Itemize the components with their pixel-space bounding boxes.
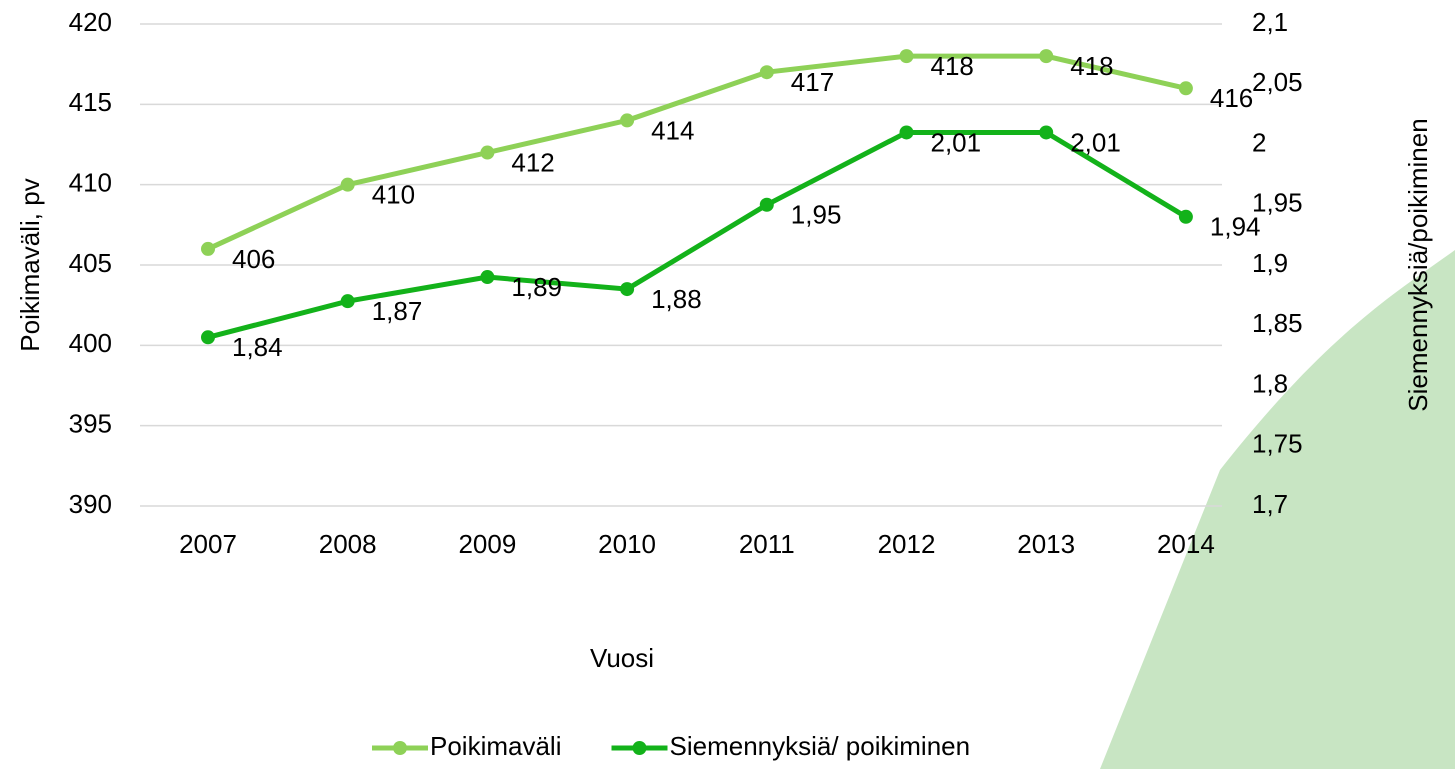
y-tick-label: 390: [69, 489, 112, 519]
data-label: 1,88: [651, 284, 702, 314]
data-label: 414: [651, 115, 694, 145]
point: [620, 282, 635, 297]
point: [759, 65, 774, 80]
y2-tick-label: 1,95: [1252, 188, 1303, 218]
legend-label: Siemennyksiä/ poikiminen: [670, 731, 971, 761]
y-tick-label: 400: [69, 328, 112, 358]
x-tick-label: 2007: [179, 529, 237, 559]
data-label: 416: [1210, 83, 1253, 113]
y-axis-title: Poikimaväli, pv: [15, 178, 45, 351]
point: [201, 330, 215, 345]
data-label: 1,84: [232, 332, 283, 362]
point: [1039, 49, 1054, 64]
point: [480, 145, 495, 160]
x-tick-label: 2014: [1157, 529, 1215, 559]
data-label: 1,87: [372, 296, 423, 326]
point: [620, 113, 635, 128]
x-tick-label: 2008: [319, 529, 377, 559]
point: [1178, 209, 1193, 224]
data-label: 1,89: [511, 272, 562, 302]
data-label: 2,01: [931, 127, 982, 157]
series-line: [207, 129, 1188, 340]
data-label: 412: [511, 147, 554, 177]
background-swoosh: [1100, 250, 1455, 769]
point: [340, 177, 355, 192]
x-axis-title: Vuosi: [590, 643, 654, 673]
x-tick-label: 2013: [1017, 529, 1075, 559]
y2-axis-title: Siemennyksiä/poikiminen: [1403, 118, 1433, 411]
point: [759, 197, 774, 212]
data-label: 418: [931, 51, 974, 81]
y2-tick-label: 1,75: [1252, 429, 1303, 459]
data-label: 417: [791, 67, 834, 97]
data-label: 1,94: [1210, 212, 1261, 242]
x-tick-label: 2012: [878, 529, 936, 559]
y-tick-label: 395: [69, 409, 112, 439]
y-tick-label: 420: [69, 7, 112, 37]
y-tick-label: 405: [69, 248, 112, 278]
series-line: [206, 53, 1187, 252]
data-label: 2,01: [1070, 127, 1121, 157]
point: [340, 294, 355, 309]
point: [1039, 125, 1054, 140]
y2-tick-label: 2,1: [1252, 7, 1288, 37]
point: [899, 49, 914, 64]
y2-tick-label: 1,9: [1252, 248, 1288, 278]
data-label: 1,95: [791, 200, 842, 230]
x-tick-label: 2009: [458, 529, 516, 559]
point: [201, 241, 215, 256]
y-tick-label: 415: [69, 87, 112, 117]
data-label: 406: [232, 244, 275, 274]
x-tick-label: 2010: [598, 529, 656, 559]
data-label: 418: [1070, 51, 1113, 81]
legend-marker: [632, 741, 647, 755]
y2-tick-label: 2,05: [1252, 67, 1303, 97]
legend-label: Poikimaväli: [430, 731, 562, 761]
y2-tick-label: 1,85: [1252, 308, 1303, 338]
point: [899, 125, 914, 140]
point: [480, 270, 495, 285]
x-tick-label: 2011: [739, 529, 795, 559]
y2-tick-label: 1,8: [1252, 368, 1288, 398]
legend-marker: [393, 741, 407, 755]
y2-tick-label: 1,7: [1252, 489, 1288, 519]
point: [1178, 81, 1193, 96]
data-label: 410: [372, 180, 415, 210]
y2-tick-label: 2: [1252, 127, 1266, 157]
y-tick-label: 410: [69, 168, 112, 198]
